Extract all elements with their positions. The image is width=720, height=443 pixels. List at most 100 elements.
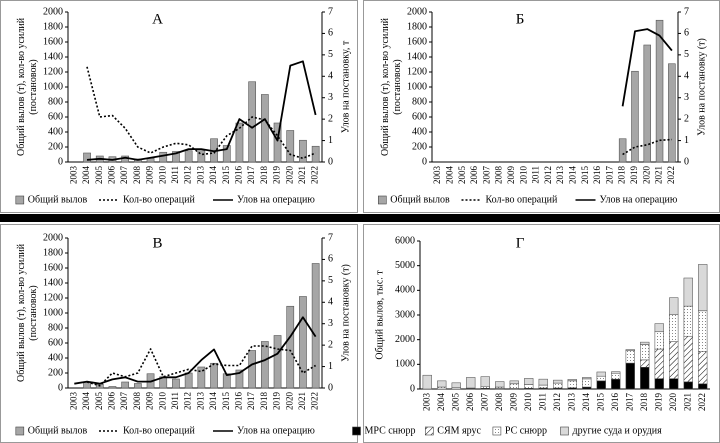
bar (273, 122, 282, 163)
x-tick-label: 2016 (234, 166, 244, 185)
legend-label: Кол-во операций (123, 425, 195, 436)
x-tick-label: 2010 (157, 166, 167, 185)
x-tick-label: 2017 (246, 392, 256, 411)
bar (299, 296, 307, 389)
y2-axis-title: Улов на постановку (т) (340, 264, 351, 362)
y2-tick-label: 2 (328, 113, 333, 124)
y-tick-label: 400 (48, 126, 63, 137)
x-tick-label: 2009 (508, 393, 518, 412)
x-tick-label: 2003 (432, 166, 442, 185)
y2-tick-label: 6 (328, 28, 333, 39)
x-tick-label: 2006 (469, 166, 479, 185)
y-tick-label: 1200 (43, 292, 63, 303)
bar-segment (596, 380, 606, 390)
y2-tick-label: 2 (684, 113, 689, 124)
y2-tick-label: 7 (328, 6, 333, 17)
x-tick-label: 2019 (653, 393, 663, 412)
bar-segment (509, 383, 519, 389)
x-tick-label: 2005 (457, 166, 467, 185)
x-tick-label: 2004 (81, 166, 91, 185)
y-tick-label: 400 (412, 126, 427, 137)
y2-tick-label: 1 (328, 361, 333, 372)
y-tick-label: 0 (422, 156, 427, 167)
bar (311, 263, 320, 389)
x-tick-label: 2013 (566, 393, 576, 412)
x-tick-label: 2005 (450, 393, 460, 412)
y-tick-label: 1000 (43, 307, 63, 318)
x-tick-label: 2015 (221, 166, 231, 185)
y-tick-label: 1200 (407, 66, 427, 77)
y-tick-label: 1600 (407, 36, 427, 47)
x-tick-label: 2007 (481, 166, 491, 185)
bar-segment (553, 382, 563, 389)
x-tick-label: 2003 (68, 166, 78, 185)
x-tick-label: 2017 (624, 393, 634, 412)
y2-tick-label: 7 (328, 232, 333, 243)
x-tick-label: 2007 (479, 393, 489, 412)
bar-segment (509, 380, 519, 385)
bar (643, 44, 651, 163)
x-tick-label: 2013 (195, 392, 205, 411)
bar-segment (669, 314, 679, 342)
x-tick-label: 2010 (518, 166, 528, 185)
bar-segment (538, 378, 548, 386)
legend-label: Общий вылов (28, 194, 88, 205)
bar-segment (422, 374, 432, 390)
bar (235, 369, 244, 389)
y-tick-label: 1400 (407, 51, 427, 62)
bar (260, 341, 269, 389)
x-tick-label: 2014 (208, 392, 218, 411)
x-tick-label: 2008 (494, 393, 504, 412)
bar (248, 350, 257, 389)
bar (222, 145, 231, 163)
x-tick-label: 2019 (629, 166, 639, 185)
x-tick-label: 2004 (81, 392, 91, 411)
bar (299, 139, 307, 163)
panel-label: Б (516, 11, 525, 27)
x-tick-label: 2015 (595, 393, 605, 412)
y-tick-label: 600 (48, 111, 63, 122)
y2-tick-label: 1 (684, 135, 689, 146)
bar-segment (582, 386, 592, 390)
bar-segment (625, 362, 635, 390)
x-tick-label: 2019 (272, 166, 282, 185)
panel-label: А (152, 11, 163, 27)
y-tick-label: 1400 (43, 277, 63, 288)
y-tick-label: 0 (58, 382, 63, 393)
y2-tick-label: 3 (328, 318, 333, 329)
y2-tick-label: 4 (328, 71, 333, 82)
bar (235, 122, 244, 163)
x-tick-label: 2022 (310, 166, 320, 184)
y2-tick-label: 5 (328, 275, 333, 286)
x-tick-label: 2008 (132, 166, 142, 185)
legend-swatch (492, 426, 502, 436)
y-tick-label: 6000 (395, 235, 415, 246)
x-tick-label: 2011 (537, 393, 547, 411)
bar-segment (437, 380, 447, 388)
bar-segment (640, 344, 650, 361)
bar-segment (640, 367, 650, 390)
bar-segment (683, 305, 693, 337)
y-tick-label: 2000 (43, 6, 63, 17)
bar (210, 362, 218, 389)
y-tick-label: 3000 (395, 309, 415, 320)
y-tick-label: 1000 (43, 81, 63, 92)
y-tick-label: 2000 (43, 232, 63, 243)
y-axis-title: Общий вылов (т), кол-во усилий(постаново… (16, 243, 39, 382)
legend-label: РС снюрр (505, 425, 547, 436)
x-tick-label: 2016 (610, 393, 620, 412)
x-tick-label: 2008 (132, 392, 142, 411)
x-tick-label: 2009 (145, 166, 155, 185)
bar-segment (683, 277, 693, 307)
x-tick-label: 2015 (580, 166, 590, 185)
y-tick-label: 0 (58, 156, 63, 167)
panel-frame (0, 0, 358, 213)
y-tick-label: 1000 (395, 359, 415, 370)
y-tick-label: 1000 (407, 81, 427, 92)
panel-label: В (153, 235, 163, 251)
bar-segment (611, 378, 621, 390)
panel-label: Г (516, 235, 525, 251)
y-axis-title: Общий вылов (т), кол-во усилий(постаново… (380, 17, 403, 156)
bar-segment (466, 377, 476, 389)
y2-tick-label: 0 (328, 156, 333, 167)
